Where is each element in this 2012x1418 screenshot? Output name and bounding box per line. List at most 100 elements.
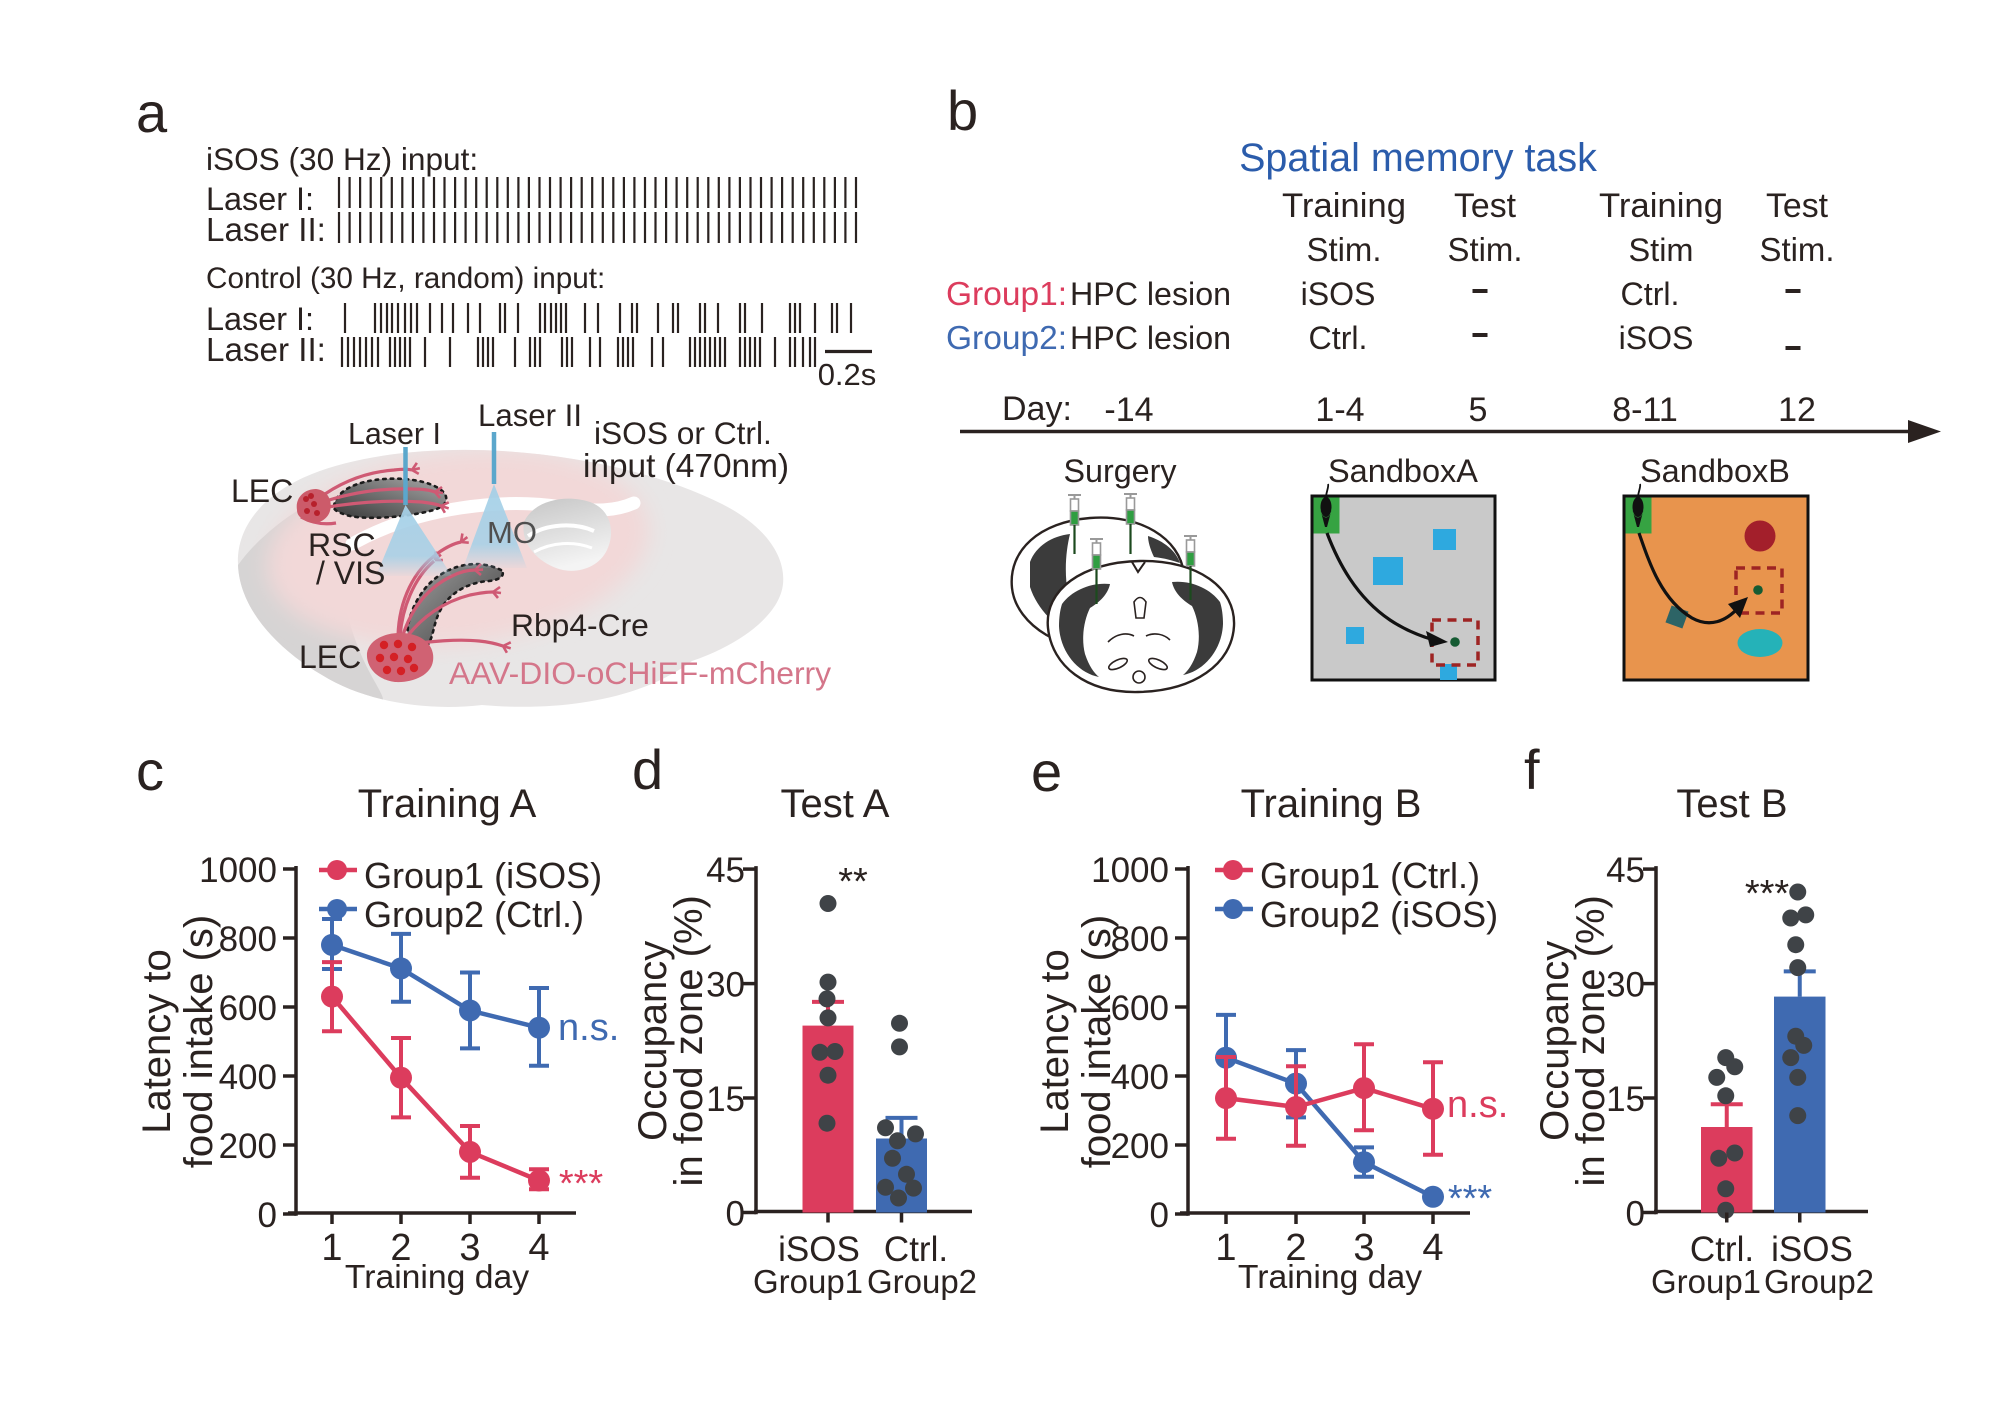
svg-text:LEC: LEC — [231, 473, 293, 509]
svg-text:Spatial memory task: Spatial memory task — [1239, 136, 1597, 180]
svg-text:HPC lesion: HPC lesion — [1070, 320, 1231, 356]
svg-text:2: 2 — [390, 1227, 411, 1269]
svg-text:***: *** — [1448, 1178, 1493, 1220]
svg-text:1000: 1000 — [199, 851, 277, 890]
svg-text:Group2: Group2 — [867, 1263, 977, 1300]
svg-text:200: 200 — [1111, 1127, 1169, 1166]
svg-text:1000: 1000 — [1091, 851, 1169, 890]
svg-text:15: 15 — [1606, 1080, 1645, 1119]
svg-text:5: 5 — [1469, 391, 1488, 429]
svg-text:Ctrl.: Ctrl. — [1309, 320, 1368, 356]
svg-text:e: e — [1031, 740, 1062, 803]
svg-text:Ctrl.: Ctrl. — [1621, 276, 1680, 312]
svg-text:4: 4 — [528, 1227, 549, 1269]
svg-text:Latency to: Latency to — [1033, 949, 1077, 1134]
svg-text:food intake (s): food intake (s) — [1075, 915, 1119, 1168]
svg-text:1: 1 — [1215, 1227, 1236, 1269]
svg-text:1: 1 — [321, 1227, 342, 1269]
svg-text:SandboxB: SandboxB — [1640, 453, 1790, 489]
svg-text:200: 200 — [219, 1127, 277, 1166]
svg-text:1-4: 1-4 — [1315, 391, 1364, 429]
svg-text:Stim.: Stim. — [1307, 231, 1382, 268]
svg-text:in food zone (%): in food zone (%) — [1569, 895, 1613, 1186]
svg-text:8-11: 8-11 — [1612, 391, 1678, 429]
svg-text:12: 12 — [1778, 391, 1816, 429]
svg-text:iSOS: iSOS — [1301, 276, 1376, 312]
svg-text:0: 0 — [1626, 1195, 1645, 1234]
svg-text:a: a — [136, 81, 168, 144]
svg-text:SandboxA: SandboxA — [1328, 453, 1478, 489]
svg-text:Training A: Training A — [358, 782, 537, 826]
svg-text:Test B: Test B — [1676, 782, 1787, 826]
svg-text:**: ** — [838, 861, 868, 903]
svg-text:Test: Test — [1766, 187, 1829, 225]
svg-text:Stim.: Stim. — [1448, 231, 1523, 268]
svg-text:Group1 (iSOS): Group1 (iSOS) — [364, 855, 602, 896]
svg-text:Group1: Group1 — [1651, 1263, 1761, 1300]
svg-text:Laser I: Laser I — [348, 417, 441, 451]
svg-text:input (470nm): input (470nm) — [583, 448, 789, 485]
svg-text:30: 30 — [706, 966, 745, 1005]
svg-text:Occupancy: Occupancy — [1533, 941, 1577, 1141]
svg-text:45: 45 — [1606, 851, 1645, 890]
svg-text:iSOS: iSOS — [1771, 1230, 1853, 1269]
svg-text:Ctrl.: Ctrl. — [884, 1230, 948, 1269]
svg-text:Ctrl.: Ctrl. — [1690, 1230, 1754, 1269]
svg-text:Training B: Training B — [1241, 782, 1422, 826]
svg-text:f: f — [1524, 738, 1540, 801]
svg-text:Control (30 Hz, random) input:: Control (30 Hz, random) input: — [206, 262, 605, 295]
svg-text:Group1: Group1 — [753, 1263, 863, 1300]
svg-text:2: 2 — [1285, 1227, 1306, 1269]
svg-text:30: 30 — [1606, 966, 1645, 1005]
svg-text:-14: -14 — [1104, 391, 1153, 429]
svg-text:0: 0 — [258, 1196, 277, 1235]
svg-text:600: 600 — [219, 989, 277, 1028]
svg-text:0: 0 — [1150, 1196, 1169, 1235]
svg-text:600: 600 — [1111, 989, 1169, 1028]
svg-text:/ VIS: / VIS — [316, 555, 385, 591]
svg-text:d: d — [632, 738, 663, 801]
svg-text:Test A: Test A — [781, 782, 890, 826]
svg-text:Group2 (iSOS): Group2 (iSOS) — [1260, 894, 1498, 935]
svg-text:in food zone (%): in food zone (%) — [667, 895, 711, 1186]
svg-text:400: 400 — [1111, 1058, 1169, 1097]
svg-text:***: *** — [559, 1163, 604, 1205]
svg-text:iSOS or Ctrl.: iSOS or Ctrl. — [594, 415, 772, 451]
svg-text:3: 3 — [1353, 1227, 1374, 1269]
svg-text:Group1:: Group1: — [946, 276, 1067, 313]
svg-text:b: b — [947, 79, 978, 142]
svg-text:iSOS: iSOS — [1619, 320, 1694, 356]
svg-text:Group2:: Group2: — [946, 320, 1067, 357]
svg-text:0: 0 — [726, 1195, 745, 1234]
svg-text:c: c — [136, 739, 164, 802]
svg-text:Day:: Day: — [1002, 390, 1072, 428]
svg-text:Stim.: Stim. — [1760, 231, 1835, 268]
svg-text:Training: Training — [1282, 187, 1406, 225]
svg-text:800: 800 — [1111, 920, 1169, 959]
svg-text:400: 400 — [219, 1058, 277, 1097]
svg-text:AAV-DIO-oCHiEF-mCherry: AAV-DIO-oCHiEF-mCherry — [449, 655, 831, 691]
svg-text:Stim: Stim — [1629, 232, 1694, 268]
svg-text:Surgery: Surgery — [1063, 453, 1177, 489]
svg-text:15: 15 — [706, 1080, 745, 1119]
svg-text:n.s.: n.s. — [558, 1007, 619, 1049]
svg-text:Group1 (Ctrl.): Group1 (Ctrl.) — [1260, 855, 1480, 896]
svg-text:Group2: Group2 — [1764, 1263, 1874, 1300]
svg-text:Training day: Training day — [345, 1258, 529, 1296]
svg-text:4: 4 — [1422, 1227, 1443, 1269]
svg-text:45: 45 — [706, 851, 745, 890]
svg-text:Group2 (Ctrl.): Group2 (Ctrl.) — [364, 894, 584, 935]
svg-text:Latency to: Latency to — [135, 949, 179, 1134]
svg-text:food intake (s): food intake (s) — [177, 915, 221, 1168]
svg-text:Training day: Training day — [1238, 1258, 1422, 1296]
svg-text:iSOS (30 Hz) input:: iSOS (30 Hz) input: — [206, 141, 478, 177]
svg-text:RSC: RSC — [308, 527, 376, 563]
svg-text:Laser II: Laser II — [478, 398, 582, 433]
svg-text:Rbp4-Cre: Rbp4-Cre — [511, 607, 649, 643]
svg-text:Occupancy: Occupancy — [631, 941, 675, 1141]
svg-text:Laser II:: Laser II: — [206, 332, 326, 369]
svg-text:HPC lesion: HPC lesion — [1070, 276, 1231, 312]
svg-text:iSOS: iSOS — [778, 1230, 860, 1269]
svg-text:MO: MO — [487, 515, 537, 550]
svg-text:0.2s: 0.2s — [818, 357, 877, 392]
